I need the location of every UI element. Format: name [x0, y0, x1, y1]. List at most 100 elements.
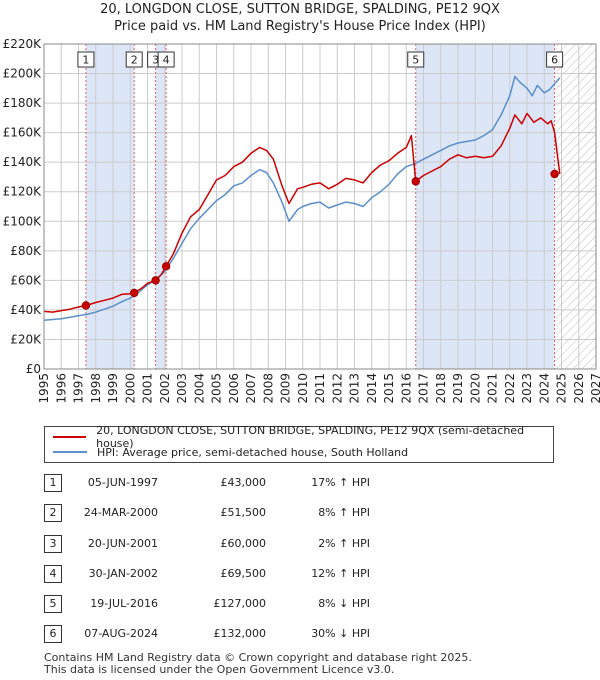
sale-marker-box — [157, 51, 175, 68]
table-row: 5 19-JUL-2016 £127,000 8% ↓ HPI — [0, 595, 600, 617]
sale-hpi-diff: 8% ↓ HPI — [318, 597, 370, 610]
sale-point — [151, 276, 160, 285]
sale-price: £51,500 — [220, 506, 267, 519]
table-row: 4 30-JAN-2002 £69,500 12% ↑ HPI — [0, 565, 600, 587]
y-tick-label: £0 — [26, 362, 41, 376]
x-tick-label: 2013 — [348, 373, 362, 404]
shaded-range — [155, 44, 167, 369]
sale-marker-box — [546, 51, 564, 68]
sale-date: 24-MAR-2000 — [83, 506, 158, 519]
sale-date: 05-JUN-1997 — [87, 476, 158, 489]
x-tick-label: 2025 — [555, 373, 569, 404]
sale-marker-box — [407, 51, 425, 68]
x-tick-label: 2016 — [399, 373, 413, 404]
x-tick-label: 2019 — [451, 373, 465, 404]
x-tick-label: 2006 — [227, 373, 241, 404]
x-tick-label: 2003 — [175, 373, 189, 404]
x-tick-label: 2009 — [279, 373, 293, 404]
footer-copyright: Contains HM Land Registry data © Crown c… — [44, 651, 472, 664]
x-tick-label: 2022 — [503, 373, 517, 404]
legend-swatch-hpi — [53, 451, 87, 453]
x-tick-label: 2023 — [520, 373, 534, 404]
sale-hpi-diff: 2% ↑ HPI — [318, 537, 370, 550]
chart-subtitle: Price paid vs. HM Land Registry's House … — [114, 19, 486, 34]
x-tick-label: 1998 — [89, 373, 103, 404]
sale-number-badge: 6 — [44, 625, 62, 643]
y-tick-label: £100K — [3, 214, 43, 228]
y-tick-label: £220K — [3, 37, 43, 51]
y-tick-label: £120K — [3, 185, 43, 199]
shaded-range — [415, 44, 555, 369]
sale-hpi-diff: 12% ↑ HPI — [311, 567, 370, 580]
table-row: 1 05-JUN-1997 £43,000 17% ↑ HPI — [0, 474, 600, 496]
y-tick-label: £200K — [3, 67, 43, 81]
x-tick-label: 2012 — [330, 373, 344, 404]
sale-marker-label: 5 — [412, 54, 419, 67]
x-tick-label: 2015 — [382, 373, 396, 404]
sale-date: 19-JUL-2016 — [90, 597, 158, 610]
sale-price: £132,000 — [213, 627, 267, 640]
sale-marker-label: 6 — [551, 54, 558, 67]
x-tick-label: 1997 — [72, 373, 86, 404]
footer-licence: This data is licensed under the Open Gov… — [44, 663, 395, 676]
sale-marker-label: 1 — [82, 54, 89, 67]
table-row: 6 07-AUG-2024 £132,000 30% ↓ HPI — [0, 625, 600, 647]
x-tick-label: 1995 — [37, 373, 51, 404]
plot-frame — [43, 43, 597, 370]
y-tick-label: £80K — [10, 244, 42, 258]
sale-point — [81, 301, 91, 310]
legend-swatch-property — [53, 436, 87, 438]
sale-marker-label: 3 — [152, 54, 159, 67]
sale-price: £60,000 — [220, 537, 267, 550]
x-tick-label: 1996 — [54, 373, 68, 404]
sale-marker-label: 2 — [131, 54, 138, 67]
sale-point — [130, 288, 139, 298]
sale-point — [550, 169, 559, 179]
x-tick-label: 2007 — [244, 373, 258, 404]
sale-number-badge: 2 — [44, 504, 62, 522]
legend-item-property: 20, LONGDON CLOSE, SUTTON BRIDGE, SPALDI… — [53, 424, 553, 450]
sale-hpi-diff: 8% ↑ HPI — [318, 506, 370, 519]
x-tick-label: 2011 — [313, 373, 327, 404]
y-tick-label: £40K — [10, 303, 42, 317]
y-tick-label: £160K — [3, 126, 43, 140]
sale-marker-box — [77, 51, 95, 68]
y-tick-label: £140K — [3, 155, 43, 169]
y-tick-label: £180K — [3, 96, 43, 110]
x-tick-label: 2002 — [158, 373, 172, 404]
forecast-hatch — [556, 44, 596, 369]
sale-hpi-diff: 17% ↑ HPI — [311, 476, 370, 489]
sale-marker-box — [125, 51, 143, 68]
x-tick-label: 2005 — [210, 373, 224, 404]
x-tick-label: 2027 — [589, 373, 600, 404]
sale-number-badge: 3 — [44, 535, 62, 553]
shaded-range — [85, 44, 135, 369]
x-tick-label: 2018 — [434, 373, 448, 404]
x-tick-label: 2001 — [141, 373, 155, 404]
chart-title: 20, LONGDON CLOSE, SUTTON BRIDGE, SPALDI… — [100, 2, 500, 17]
legend: 20, LONGDON CLOSE, SUTTON BRIDGE, SPALDI… — [44, 424, 554, 463]
sale-price: £127,000 — [213, 597, 267, 610]
x-tick-label: 2026 — [572, 373, 586, 404]
x-tick-label: 2010 — [296, 373, 310, 404]
legend-label-hpi: HPI: Average price, semi-detached house,… — [97, 445, 409, 459]
x-tick-label: 2021 — [486, 373, 500, 404]
x-tick-label: 2017 — [417, 373, 431, 404]
sale-date: 20-JUN-2001 — [87, 537, 158, 550]
table-row: 3 20-JUN-2001 £60,000 2% ↑ HPI — [0, 535, 600, 557]
table-row: 2 24-MAR-2000 £51,500 8% ↑ HPI — [0, 504, 600, 526]
y-tick-label: £60K — [10, 273, 42, 287]
sale-number-badge: 1 — [44, 474, 62, 492]
x-tick-label: 2004 — [192, 373, 206, 404]
sale-price: £69,500 — [220, 567, 267, 580]
sale-marker-label: 4 — [163, 54, 170, 67]
x-tick-label: 1999 — [106, 373, 120, 404]
legend-item-hpi: HPI: Average price, semi-detached house,… — [53, 444, 408, 460]
sale-point — [411, 177, 420, 186]
sale-point — [161, 262, 171, 271]
x-tick-label: 2008 — [261, 373, 275, 404]
sale-price: £43,000 — [220, 476, 267, 489]
sale-date: 30-JAN-2002 — [88, 567, 158, 580]
